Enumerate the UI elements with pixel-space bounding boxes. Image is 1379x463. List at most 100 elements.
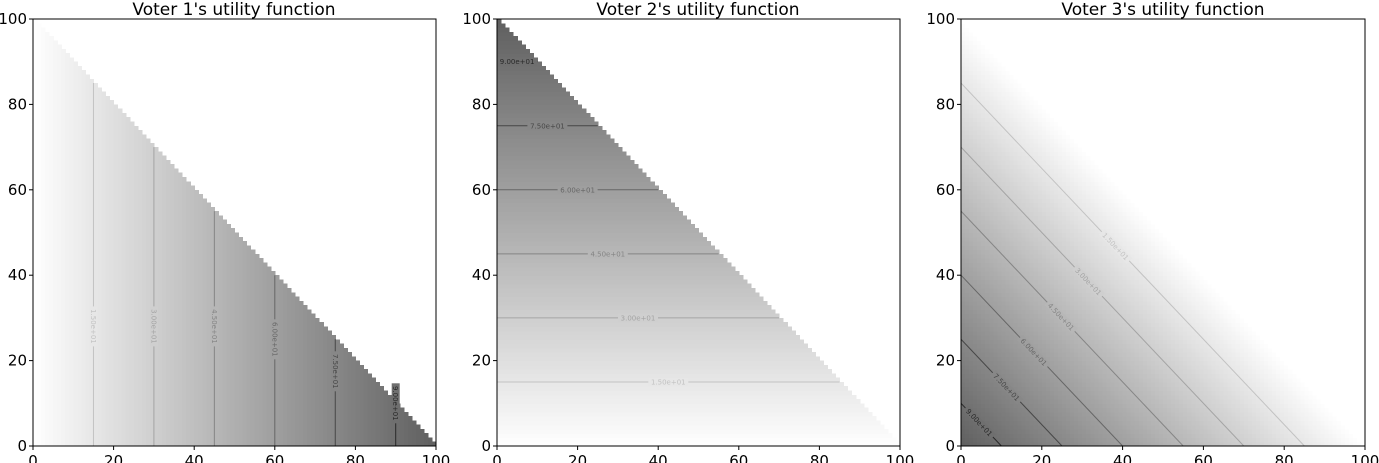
heatmap-cell	[81, 223, 86, 229]
heatmap-cell	[113, 275, 119, 281]
heatmap-cell	[230, 245, 236, 251]
heatmap-cell	[238, 433, 244, 439]
heatmap-cell	[282, 305, 288, 310]
heatmap-cell	[190, 416, 195, 421]
heatmap-cell	[69, 70, 74, 76]
heatmap-cell	[238, 258, 244, 263]
heatmap-cell	[210, 364, 215, 370]
heatmap-cell	[298, 300, 304, 306]
heatmap-cell	[282, 394, 288, 400]
heatmap-cell	[73, 249, 78, 255]
heatmap-cell	[242, 390, 248, 396]
heatmap-cell	[161, 202, 167, 208]
heatmap-cell	[222, 228, 228, 234]
heatmap-cell	[198, 347, 203, 353]
heatmap-cell	[85, 420, 91, 426]
heatmap-cell	[145, 399, 151, 404]
heatmap-cell	[85, 95, 91, 101]
heatmap-cell	[311, 424, 316, 430]
heatmap-cell	[125, 330, 131, 336]
heatmap-cell	[242, 288, 248, 293]
heatmap-cell	[49, 347, 54, 353]
heatmap-cell	[93, 189, 99, 195]
heatmap-cell	[69, 223, 74, 229]
heatmap-cell	[238, 266, 244, 272]
heatmap-cell	[206, 334, 211, 340]
heatmap-cell	[73, 215, 78, 221]
heatmap-cell	[141, 428, 147, 434]
heatmap-cell	[93, 155, 99, 161]
heatmap-cell	[190, 305, 195, 310]
heatmap-cell	[105, 223, 111, 229]
heatmap-cell	[97, 228, 103, 234]
heatmap-cell	[206, 211, 211, 217]
heatmap-cell	[234, 386, 240, 392]
heatmap-cell	[57, 390, 62, 396]
heatmap-cell	[117, 364, 123, 370]
heatmap-cell	[343, 437, 348, 443]
heatmap-cell	[234, 407, 240, 413]
heatmap-cell	[303, 347, 308, 353]
heatmap-cell	[234, 317, 240, 323]
heatmap-cell	[387, 433, 393, 439]
heatmap-cell	[53, 65, 58, 71]
heatmap-cell	[117, 326, 123, 332]
heatmap-cell	[234, 322, 240, 328]
heatmap-cell	[97, 360, 103, 366]
heatmap-cell	[298, 373, 304, 379]
heatmap-cell	[194, 386, 199, 392]
heatmap-cell	[278, 352, 284, 357]
heatmap-cell	[65, 403, 70, 409]
heatmap-cell	[81, 172, 86, 178]
heatmap-cell	[218, 313, 224, 319]
heatmap-cell	[230, 352, 236, 357]
heatmap-cell	[375, 416, 381, 421]
heatmap-cell	[65, 138, 70, 144]
heatmap-cell	[61, 74, 66, 80]
heatmap-cell	[303, 424, 308, 430]
heatmap-cell	[129, 326, 135, 332]
heatmap-cell	[105, 313, 111, 319]
heatmap-cell	[37, 334, 42, 340]
heatmap-cell	[121, 322, 127, 328]
heatmap-cell	[218, 305, 224, 310]
heatmap-cell	[210, 288, 215, 293]
heatmap-cell	[186, 296, 191, 302]
heatmap-cell	[278, 356, 284, 362]
heatmap-cell	[226, 343, 232, 349]
heatmap-cell	[282, 369, 288, 375]
heatmap-cell	[274, 407, 280, 413]
heatmap-cell	[53, 347, 58, 353]
heatmap-cell	[133, 198, 139, 204]
heatmap-cell	[319, 420, 324, 426]
heatmap-cell	[137, 138, 143, 144]
heatmap-cell	[77, 147, 82, 152]
heatmap-cell	[109, 416, 115, 421]
heatmap-cell	[170, 334, 175, 340]
heatmap-cell	[270, 283, 276, 289]
heatmap-cell	[145, 334, 151, 340]
heatmap-cell	[298, 424, 304, 430]
heatmap-cell	[89, 155, 95, 161]
heatmap-cell	[89, 159, 95, 165]
heatmap-cell	[85, 330, 91, 336]
heatmap-cell	[149, 356, 155, 362]
heatmap-cell	[339, 416, 344, 421]
heatmap-cell	[174, 437, 179, 443]
heatmap-cell	[85, 339, 91, 345]
heatmap-cell	[210, 275, 215, 281]
heatmap-cell	[57, 194, 62, 199]
heatmap-cell	[121, 164, 127, 170]
heatmap-cell	[286, 296, 292, 302]
heatmap-cell	[246, 322, 252, 328]
heatmap-cell	[198, 206, 203, 212]
heatmap-cell	[33, 249, 38, 255]
heatmap-cell	[145, 305, 151, 310]
heatmap-cell	[93, 125, 99, 131]
heatmap-cell	[149, 399, 155, 404]
heatmap-cell	[113, 334, 119, 340]
heatmap-cell	[33, 416, 38, 421]
heatmap-cell	[145, 317, 151, 323]
heatmap-cell	[121, 334, 127, 340]
heatmap-cell	[206, 283, 211, 289]
